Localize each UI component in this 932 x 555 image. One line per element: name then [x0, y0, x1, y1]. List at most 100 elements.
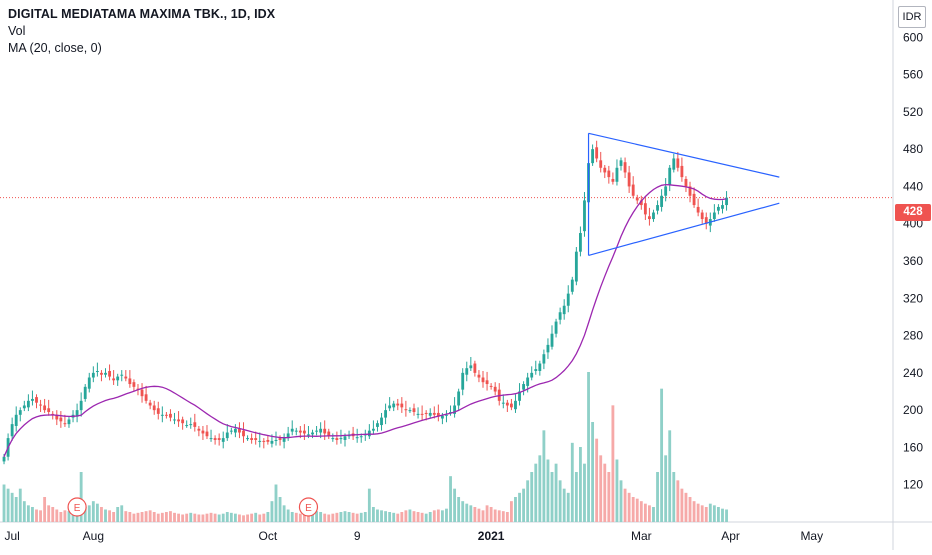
volume-bar	[635, 498, 639, 522]
candle-body	[570, 279, 574, 292]
earnings-marker: E	[67, 497, 87, 517]
candle	[355, 428, 359, 443]
candle-body	[79, 400, 83, 411]
candle-body	[75, 410, 79, 417]
candle	[258, 432, 262, 448]
candle	[672, 153, 676, 173]
candle-body	[39, 404, 42, 406]
candle	[688, 181, 692, 203]
volume-bar	[39, 510, 42, 522]
candle-body	[384, 410, 388, 418]
candle	[700, 209, 704, 224]
candle	[185, 420, 189, 428]
volume-bar	[270, 501, 274, 522]
candle	[692, 187, 696, 208]
candle-body	[477, 374, 481, 378]
volume-legend[interactable]: Vol	[8, 24, 26, 38]
volume-bar	[623, 488, 627, 522]
candle	[91, 366, 95, 383]
candle-body	[672, 158, 676, 170]
volume-bar	[238, 514, 241, 522]
triangle-pattern[interactable]	[587, 132, 780, 256]
volume-bar	[497, 510, 501, 522]
volume-bar	[721, 508, 724, 522]
candle	[302, 424, 306, 440]
candle	[173, 412, 176, 425]
volume-bar	[684, 492, 688, 522]
candle	[254, 431, 258, 445]
volume-bar	[672, 472, 676, 522]
candle	[31, 390, 34, 406]
candle	[664, 178, 668, 202]
candle-body	[400, 403, 404, 408]
x-tick-label: Jul	[4, 529, 19, 543]
volume-bar	[156, 513, 160, 522]
volume-bar	[688, 497, 692, 522]
currency-badge[interactable]: IDR	[898, 6, 926, 28]
volume-bar	[197, 514, 201, 522]
candle	[225, 424, 229, 441]
candle-body	[558, 312, 562, 320]
candle-body	[152, 405, 156, 411]
candle	[124, 370, 128, 382]
y-tick-label: 120	[903, 478, 923, 492]
candle-body	[233, 428, 237, 433]
volume-bar	[424, 513, 428, 522]
volume-bar	[22, 501, 26, 522]
candle-body	[688, 186, 692, 196]
volume-bar	[485, 505, 489, 522]
volume-bar	[489, 507, 493, 522]
moving-average	[3, 183, 727, 458]
candle	[635, 194, 639, 205]
symbol-title[interactable]: DIGITAL MEDIATAMA MAXIMA TBK., 1D, IDX	[8, 7, 276, 21]
volume-bar	[209, 512, 213, 522]
volume-bar	[440, 510, 444, 522]
ma-legend[interactable]: MA (20, close, 0)	[8, 41, 102, 55]
volume-bar	[258, 514, 262, 522]
candle-body	[676, 158, 680, 168]
candle-body	[424, 412, 428, 414]
candle-body	[189, 424, 193, 426]
volume-bar	[631, 497, 635, 522]
candle	[514, 394, 517, 413]
volume-bar	[319, 512, 323, 522]
volume-bar	[87, 505, 91, 522]
candle-body	[692, 193, 696, 206]
candle-body	[311, 432, 314, 435]
candle	[639, 195, 643, 210]
candle-body	[656, 205, 659, 211]
candle	[286, 426, 290, 441]
candle-body	[266, 439, 270, 442]
candle	[481, 370, 485, 388]
volume-bar	[112, 512, 116, 522]
candle	[43, 398, 47, 413]
candle-body	[481, 377, 485, 383]
volume-bar	[43, 497, 47, 522]
candle	[238, 422, 241, 439]
candle	[181, 416, 185, 430]
candle-body	[35, 397, 38, 403]
volume-bar	[144, 511, 148, 522]
candle-body	[254, 438, 258, 440]
volume-bar	[307, 512, 310, 522]
volume-bar	[505, 512, 509, 522]
volume-bar	[388, 512, 392, 522]
y-tick-label: 480	[903, 142, 923, 156]
candle	[469, 357, 473, 371]
candle	[453, 397, 457, 418]
candle	[534, 360, 538, 375]
price-axis[interactable]: 120160200240280320360400440480520560600J…	[4, 30, 923, 543]
candle	[205, 425, 209, 440]
volume-bar	[660, 388, 664, 522]
candle	[266, 435, 270, 445]
volume-bar	[124, 511, 128, 522]
volume-bar	[331, 513, 335, 522]
earnings-icon: E	[305, 503, 312, 514]
volume-bar	[2, 484, 6, 522]
candle-body	[440, 415, 444, 419]
candle	[108, 364, 111, 381]
candle-body	[302, 430, 306, 434]
